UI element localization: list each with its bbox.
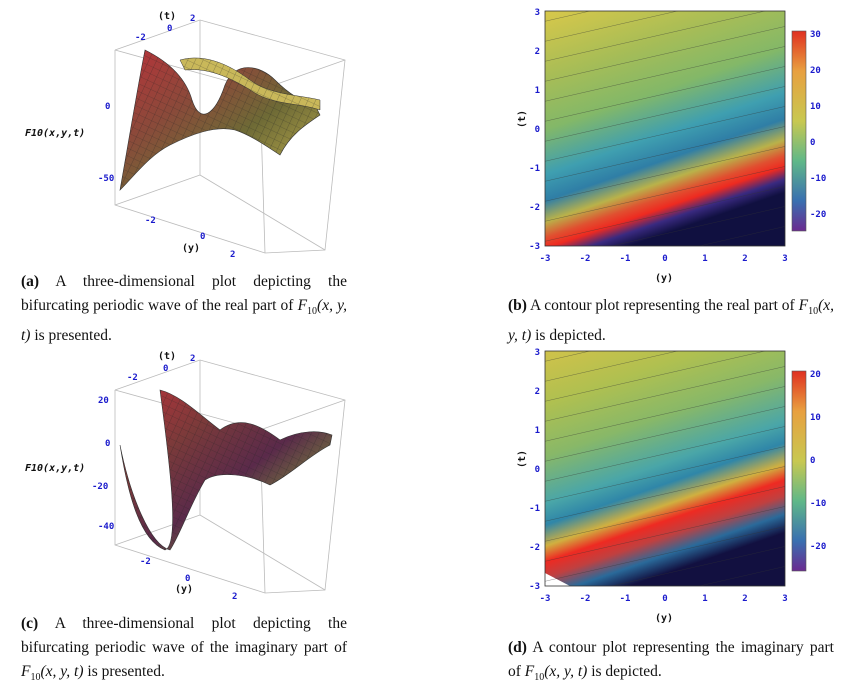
y-tick: 3 bbox=[782, 594, 787, 604]
y-axis-label: (y) bbox=[182, 243, 200, 254]
caption-a: (a) A three-dimensional plot depicting t… bbox=[21, 273, 347, 345]
figure-c-plot: (t) -2 0 2 20 0 -20 -40 F10(x,y,t) -2 0 … bbox=[25, 351, 346, 602]
x-axis-label: (y) bbox=[655, 613, 673, 624]
figure-d: 3 2 1 0 -1 -2 -3 -3 -2 -1 0 1 2 3 (y) (t… bbox=[500, 343, 835, 633]
legend-tick: 0 bbox=[810, 456, 815, 466]
y-tick: 2 bbox=[742, 254, 747, 264]
t-tick: -2 bbox=[127, 373, 138, 383]
caption-d: (d) A contour plot representing the imag… bbox=[508, 639, 834, 684]
z-tick: -50 bbox=[98, 174, 114, 184]
y-tick: 2 bbox=[232, 592, 237, 602]
caption-b: (b) A contour plot representing the real… bbox=[508, 297, 834, 345]
y-axis-label: (y) bbox=[175, 584, 193, 595]
figure-a: (t) -2 0 2 0 -50 F10(x,y,t) -2 0 2 (y) bbox=[20, 5, 350, 265]
y-tick: 3 bbox=[782, 254, 787, 264]
t-tick: 2 bbox=[190, 354, 195, 364]
legend-tick: 30 bbox=[810, 30, 821, 40]
y-tick: -2 bbox=[140, 557, 151, 567]
legend-tick: -20 bbox=[810, 210, 826, 220]
y-tick: 1 bbox=[702, 254, 707, 264]
contour-field bbox=[545, 351, 785, 586]
z-tick: -20 bbox=[92, 482, 108, 492]
figure-a-plot: (t) -2 0 2 0 -50 F10(x,y,t) -2 0 2 (y) bbox=[25, 11, 346, 260]
contour-field bbox=[545, 11, 785, 246]
y-tick: 0 bbox=[185, 574, 190, 584]
y-tick: -2 bbox=[580, 254, 591, 264]
t-tick: 1 bbox=[535, 426, 540, 436]
y-tick: -3 bbox=[540, 254, 551, 264]
figure-c: (t) -2 0 2 20 0 -20 -40 F10(x,y,t) -2 0 … bbox=[20, 345, 350, 605]
t-tick: -1 bbox=[529, 164, 540, 174]
y-tick: -1 bbox=[620, 594, 631, 604]
color-legend bbox=[791, 30, 807, 232]
legend-tick: 20 bbox=[810, 370, 821, 380]
legend-tick: 10 bbox=[810, 102, 821, 112]
figure-b: 3 2 1 0 -1 -2 -3 -3 -2 -1 0 1 2 3 (y) (t… bbox=[500, 3, 835, 293]
x-axis-label: (y) bbox=[655, 273, 673, 284]
t-tick: -3 bbox=[529, 582, 540, 592]
y-tick: -1 bbox=[620, 254, 631, 264]
legend-tick: -20 bbox=[810, 542, 826, 552]
z-tick: 20 bbox=[98, 396, 109, 406]
z-axis-label: F10(x,y,t) bbox=[25, 128, 85, 139]
figure-b-plot: 3 2 1 0 -1 -2 -3 -3 -2 -1 0 1 2 3 (y) (t… bbox=[517, 8, 826, 284]
color-legend bbox=[791, 370, 807, 572]
t-tick: 2 bbox=[535, 47, 540, 57]
y-tick: 2 bbox=[230, 250, 235, 260]
z-tick: 0 bbox=[105, 439, 110, 449]
legend-tick: 10 bbox=[810, 413, 821, 423]
legend-tick: -10 bbox=[810, 174, 826, 184]
y-tick: -3 bbox=[540, 594, 551, 604]
y-axis-label: (t) bbox=[517, 110, 528, 128]
t-tick: -2 bbox=[135, 33, 146, 43]
legend-tick: 20 bbox=[810, 66, 821, 76]
t-tick: 2 bbox=[535, 387, 540, 397]
z-tick: 0 bbox=[105, 102, 110, 112]
t-tick: 0 bbox=[535, 125, 540, 135]
y-tick: 1 bbox=[702, 594, 707, 604]
t-tick: -3 bbox=[529, 242, 540, 252]
t-tick: 3 bbox=[535, 8, 540, 18]
t-tick: 0 bbox=[535, 465, 540, 475]
t-tick: 0 bbox=[167, 24, 172, 34]
t-axis-label: (t) bbox=[158, 11, 176, 22]
legend-tick: 0 bbox=[810, 138, 815, 148]
t-tick: 0 bbox=[163, 364, 168, 374]
t-tick: -2 bbox=[529, 543, 540, 553]
z-tick: -40 bbox=[98, 522, 114, 532]
y-axis-label: (t) bbox=[517, 450, 528, 468]
y-tick: 2 bbox=[742, 594, 747, 604]
y-tick: -2 bbox=[580, 594, 591, 604]
t-tick: 2 bbox=[190, 14, 195, 24]
z-axis-label: F10(x,y,t) bbox=[25, 463, 85, 474]
y-tick: 0 bbox=[200, 232, 205, 242]
t-tick: 1 bbox=[535, 86, 540, 96]
y-tick: 0 bbox=[662, 254, 667, 264]
y-tick: -2 bbox=[145, 216, 156, 226]
t-axis-label: (t) bbox=[158, 351, 176, 362]
legend-tick: -10 bbox=[810, 499, 826, 509]
figure-d-plot: 3 2 1 0 -1 -2 -3 -3 -2 -1 0 1 2 3 (y) (t… bbox=[517, 348, 826, 624]
t-tick: -1 bbox=[529, 504, 540, 514]
t-tick: 3 bbox=[535, 348, 540, 358]
t-tick: -2 bbox=[529, 203, 540, 213]
caption-c: (c) A three-dimensional plot depicting t… bbox=[21, 615, 347, 684]
y-tick: 0 bbox=[662, 594, 667, 604]
